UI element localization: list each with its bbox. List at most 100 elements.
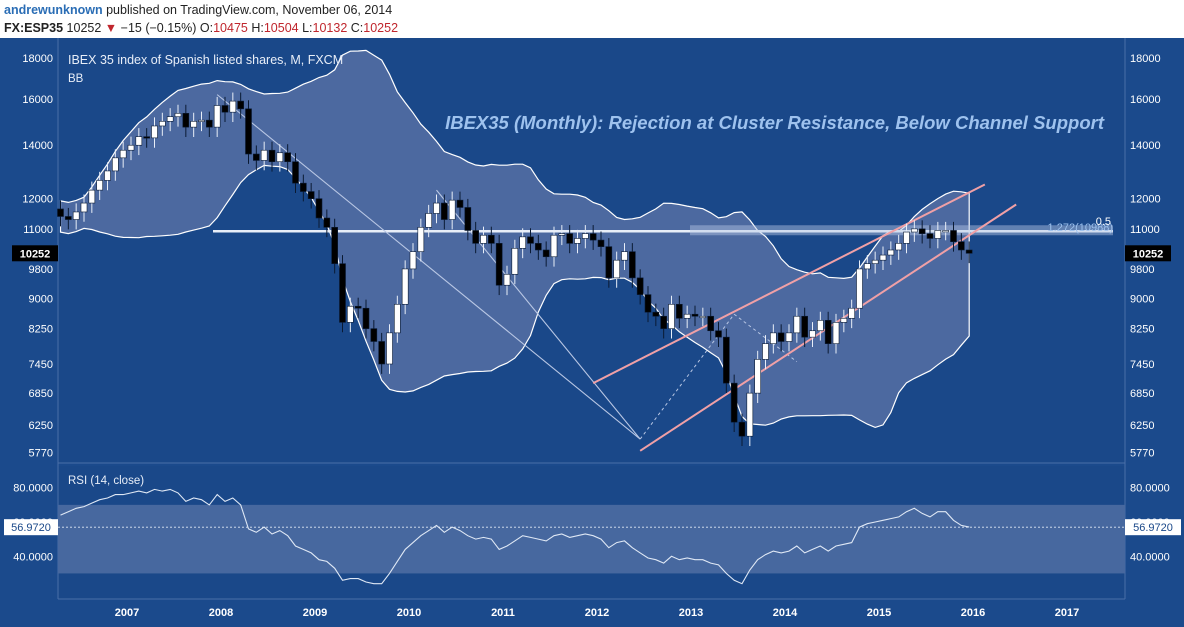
- candle: [730, 382, 738, 423]
- candle: [621, 251, 628, 261]
- candle: [488, 234, 495, 244]
- candle: [386, 332, 393, 365]
- time-tick: 2011: [491, 607, 515, 619]
- candle: [550, 234, 558, 258]
- candle: [942, 230, 949, 233]
- candle: [72, 211, 80, 220]
- symbol-name[interactable]: FX:ESP35: [4, 21, 64, 35]
- candle: [57, 208, 64, 217]
- candle: [832, 322, 840, 344]
- rsi-tick-left: 80.0000: [13, 483, 53, 495]
- candle: [206, 119, 213, 128]
- candle: [347, 305, 354, 323]
- last-price-label-left: 10252: [20, 248, 51, 260]
- price-tick-left: 16000: [22, 94, 53, 106]
- high-value: 10504: [263, 21, 299, 35]
- candle: [166, 116, 174, 122]
- candle: [918, 228, 926, 234]
- candle: [738, 421, 746, 437]
- candle: [456, 199, 464, 208]
- candle: [903, 231, 910, 244]
- candle: [151, 125, 158, 139]
- rsi-label: RSI (14, close): [68, 475, 144, 487]
- candle: [809, 330, 816, 338]
- fib-label-half: 0.5: [1096, 216, 1111, 228]
- candle: [934, 230, 942, 239]
- candle: [848, 307, 855, 319]
- price-tick-left: 6850: [29, 388, 53, 400]
- candle: [198, 119, 205, 122]
- rsi-last-label-left: 56.9720: [11, 522, 51, 534]
- candle: [636, 277, 644, 295]
- candle: [229, 100, 237, 113]
- candle: [762, 343, 769, 360]
- price-chart[interactable]: 18000 18000 16000 16000 14000 14000 12000 12000…: [0, 38, 1184, 627]
- price-tick-right: 8250: [1130, 324, 1154, 336]
- published-text: published on TradingView.com, November 0…: [106, 3, 393, 17]
- candle: [339, 263, 346, 323]
- candle: [331, 226, 338, 264]
- candle: [276, 152, 284, 163]
- candle: [871, 259, 879, 264]
- candle: [300, 182, 307, 192]
- author-link[interactable]: andrewunknown: [4, 3, 103, 17]
- price-tick-left: 11000: [23, 224, 53, 236]
- candle: [676, 303, 683, 319]
- candle: [817, 320, 824, 332]
- candle: [417, 226, 425, 252]
- candle: [425, 213, 432, 228]
- candle: [746, 392, 754, 437]
- price-tick-right: 11000: [1130, 224, 1160, 236]
- candle: [260, 149, 268, 161]
- candle: [715, 330, 722, 338]
- channel-upper: [592, 183, 986, 385]
- candle: [480, 234, 487, 244]
- rsi-tick-left: 40.0000: [13, 551, 53, 563]
- candle: [950, 230, 957, 243]
- candle: [495, 243, 503, 286]
- fib-cluster-zone: [690, 225, 1113, 236]
- time-tick: 2010: [397, 607, 421, 619]
- candle: [527, 236, 534, 244]
- candle: [589, 233, 597, 241]
- symbol-line: FX:ESP35 10252 ▼ −15 (−0.15%) O:10475 H:…: [4, 21, 398, 35]
- candle: [824, 320, 832, 344]
- chart-annotation: IBEX35 (Monthly): Rejection at Cluster R…: [445, 112, 1105, 133]
- candle: [464, 207, 472, 231]
- price-tick-right: 9000: [1130, 293, 1154, 305]
- price-tick-left: 9000: [29, 293, 53, 305]
- candle: [785, 332, 793, 342]
- fib-extension-dash: [733, 313, 798, 363]
- candle: [354, 305, 362, 309]
- candle: [213, 105, 221, 128]
- candle: [629, 251, 636, 279]
- candle: [448, 199, 456, 220]
- rsi-tick-right: 80.0000: [1130, 483, 1170, 495]
- candle: [441, 202, 448, 220]
- time-tick: 2017: [1055, 607, 1079, 619]
- price-tick-right: 6250: [1130, 420, 1154, 432]
- candle: [597, 239, 605, 247]
- candle: [370, 328, 378, 342]
- time-tick: 2012: [585, 607, 609, 619]
- candle: [65, 216, 72, 220]
- low-label: L:: [302, 21, 313, 35]
- candle: [754, 359, 761, 394]
- candle: [699, 315, 707, 319]
- price-tick-left: 12000: [22, 194, 53, 206]
- candle: [119, 149, 127, 159]
- candle: [542, 249, 550, 258]
- price-tick-left: 18000: [22, 53, 53, 65]
- candle: [895, 243, 902, 251]
- candle: [409, 251, 417, 270]
- candle: [707, 315, 714, 332]
- price-tick-left: 6250: [29, 420, 53, 432]
- candle: [245, 108, 252, 155]
- candle: [660, 315, 667, 329]
- time-tick: 2015: [867, 607, 891, 619]
- rsi-last-marker-left: [4, 519, 58, 536]
- candle: [864, 263, 871, 270]
- candle: [723, 336, 730, 384]
- candle: [879, 254, 887, 261]
- candle: [535, 243, 542, 251]
